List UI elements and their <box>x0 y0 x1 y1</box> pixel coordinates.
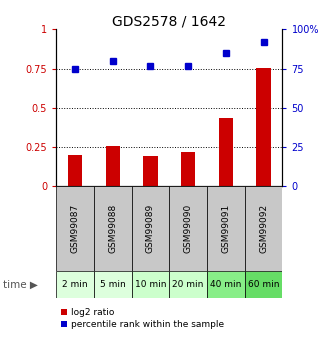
Bar <box>143 156 158 186</box>
Bar <box>56 186 94 271</box>
Bar <box>132 186 169 271</box>
Bar <box>56 271 94 298</box>
Bar <box>181 152 195 186</box>
Text: time ▶: time ▶ <box>3 280 38 289</box>
Title: GDS2578 / 1642: GDS2578 / 1642 <box>112 14 226 28</box>
Text: GSM99088: GSM99088 <box>108 204 117 253</box>
Text: GSM99091: GSM99091 <box>221 204 230 253</box>
Bar <box>256 68 271 186</box>
Bar <box>207 271 245 298</box>
Bar <box>219 118 233 186</box>
Text: 2 min: 2 min <box>62 280 88 289</box>
Text: 5 min: 5 min <box>100 280 126 289</box>
Bar <box>94 186 132 271</box>
Text: 20 min: 20 min <box>172 280 204 289</box>
Text: 60 min: 60 min <box>248 280 279 289</box>
Text: GSM99087: GSM99087 <box>71 204 80 253</box>
Bar <box>245 271 282 298</box>
Bar <box>245 186 282 271</box>
Legend: log2 ratio, percentile rank within the sample: log2 ratio, percentile rank within the s… <box>61 308 224 329</box>
Bar <box>132 271 169 298</box>
Text: GSM99092: GSM99092 <box>259 204 268 253</box>
Bar <box>106 146 120 186</box>
Bar <box>169 271 207 298</box>
Bar <box>68 155 82 186</box>
Text: 10 min: 10 min <box>135 280 166 289</box>
Text: 40 min: 40 min <box>210 280 242 289</box>
Bar <box>94 271 132 298</box>
Bar <box>207 186 245 271</box>
Text: GSM99090: GSM99090 <box>184 204 193 253</box>
Bar <box>169 186 207 271</box>
Text: GSM99089: GSM99089 <box>146 204 155 253</box>
